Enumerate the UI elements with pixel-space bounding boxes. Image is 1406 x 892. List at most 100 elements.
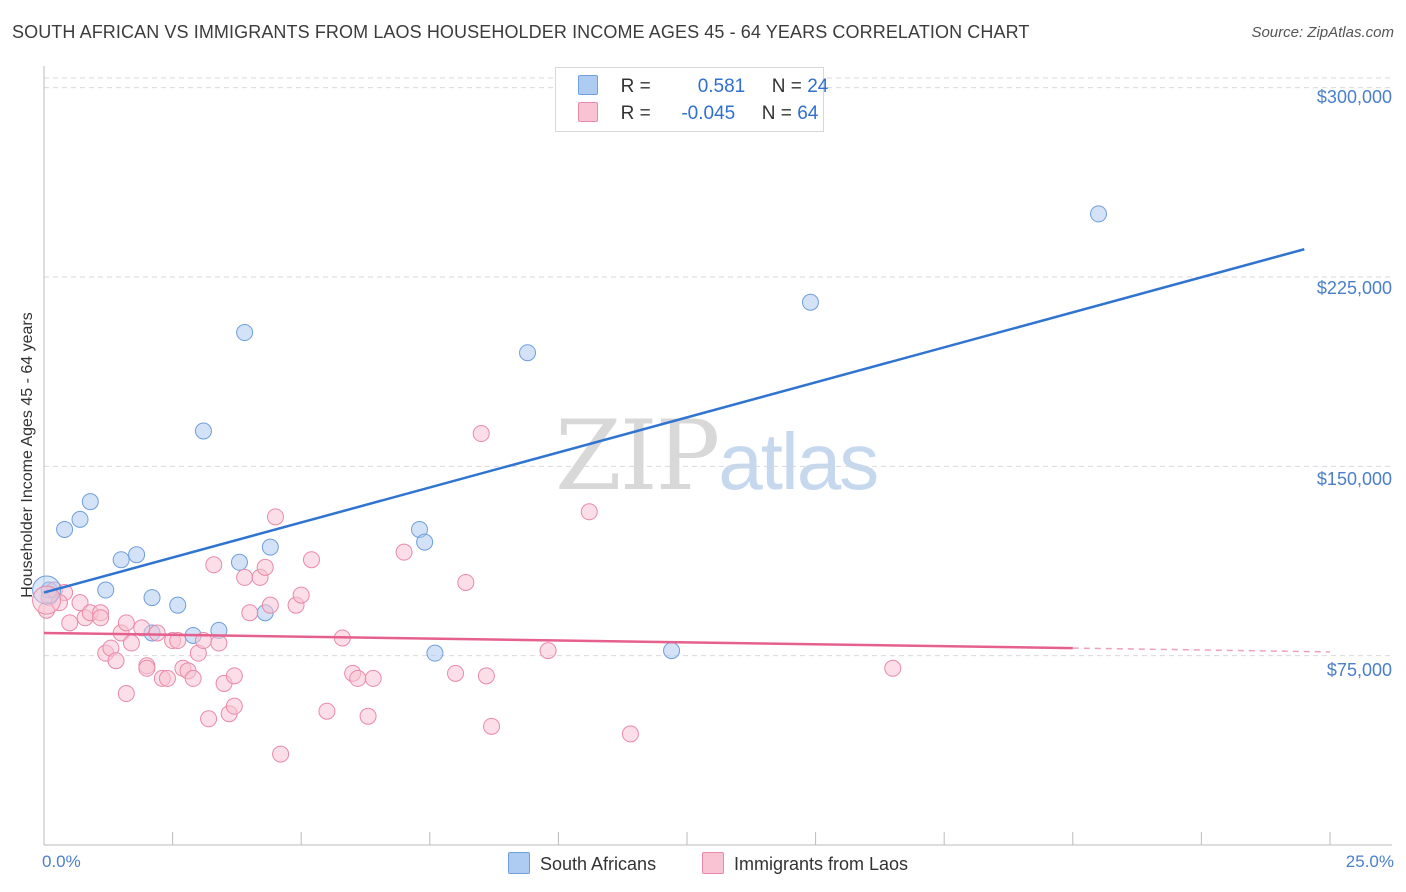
- point-laos: [225, 697, 243, 715]
- point-laos: [884, 659, 902, 677]
- point-laos: [117, 685, 135, 703]
- point-laos: [447, 664, 465, 682]
- point-south-african: [261, 538, 279, 556]
- point-laos: [395, 543, 413, 561]
- trend-line-laos-extension: [1072, 647, 1331, 653]
- point-south-african: [194, 422, 212, 440]
- point-laos: [580, 503, 598, 521]
- point-south-african: [230, 553, 248, 571]
- trend-lines: [43, 248, 1331, 653]
- x-tick-label-max: 25.0%: [1345, 852, 1394, 871]
- point-laos: [318, 702, 336, 720]
- legend-item-laos: Immigrants from Laos: [702, 852, 908, 875]
- point-south-african: [71, 510, 89, 528]
- legend-label: Immigrants from Laos: [734, 854, 909, 874]
- point-laos: [621, 725, 639, 743]
- point-south-african: [663, 642, 681, 660]
- series-legend: South Africans Immigrants from Laos: [0, 852, 1406, 878]
- y-axis-label: Householder Income Ages 45 - 64 years: [19, 312, 36, 598]
- point-laos: [472, 425, 490, 443]
- point-south-african: [32, 575, 62, 605]
- watermark: ZIPatlas: [555, 400, 879, 512]
- point-laos: [61, 614, 79, 632]
- point-laos: [349, 669, 367, 687]
- point-laos: [107, 652, 125, 670]
- point-laos: [71, 594, 89, 612]
- watermark-zip: ZIP: [555, 400, 720, 512]
- grid-lines: [44, 77, 1392, 657]
- trend-line-south-africans: [43, 248, 1305, 594]
- legend-swatch-pink: [578, 102, 598, 122]
- point-south-african: [97, 581, 115, 599]
- legend-r-value: -0.045: [681, 103, 736, 124]
- y-tick-label-75000: $75,000: [1326, 660, 1392, 680]
- axes: [43, 66, 1392, 846]
- point-south-african: [169, 596, 187, 614]
- point-laos: [266, 508, 284, 526]
- point-laos: [241, 604, 259, 622]
- legend-n-label: N =: [761, 103, 792, 124]
- point-south-african: [128, 546, 146, 564]
- point-laos: [477, 667, 495, 685]
- point-south-african: [426, 644, 444, 662]
- point-laos: [210, 634, 228, 652]
- y-tick-label-300000: $300,000: [1316, 87, 1392, 107]
- point-laos: [359, 707, 377, 725]
- point-laos: [38, 601, 56, 619]
- point-south-african: [1090, 205, 1108, 223]
- point-laos: [200, 710, 218, 728]
- point-laos: [539, 642, 557, 660]
- legend-n-value: 24: [807, 76, 829, 97]
- legend-row-laos: R = -0.045 N = 64: [578, 102, 818, 128]
- watermark-atlas: atlas: [718, 417, 879, 506]
- correlation-legend: R = 0.581 N = 24 R = -0.045 N = 64: [555, 67, 828, 132]
- point-laos: [292, 586, 310, 604]
- point-laos: [457, 573, 475, 591]
- legend-r-value: 0.581: [697, 76, 746, 97]
- point-laos: [256, 558, 274, 576]
- point-laos: [138, 659, 156, 677]
- point-laos: [92, 609, 110, 627]
- point-laos: [302, 551, 320, 569]
- chart-title: SOUTH AFRICAN VS IMMIGRANTS FROM LAOS HO…: [12, 22, 1030, 42]
- point-south-african: [416, 533, 434, 551]
- point-south-african: [81, 493, 99, 511]
- legend-r-label: R =: [620, 103, 651, 124]
- legend-r-label: R =: [620, 76, 651, 97]
- legend-item-south-africans: South Africans: [508, 852, 656, 875]
- point-south-african: [236, 324, 254, 342]
- point-laos: [364, 669, 382, 687]
- point-laos: [261, 596, 279, 614]
- point-south-african: [143, 589, 161, 607]
- legend-swatch-blue: [508, 852, 530, 874]
- point-south-african: [56, 520, 74, 538]
- point-laos: [158, 669, 176, 687]
- point-laos: [205, 556, 223, 574]
- point-laos: [32, 585, 62, 615]
- point-south-african: [801, 293, 819, 311]
- point-laos: [225, 667, 243, 685]
- point-laos: [483, 717, 501, 735]
- point-south-african: [112, 551, 130, 569]
- point-laos: [236, 568, 254, 586]
- point-laos: [122, 634, 140, 652]
- point-laos: [169, 632, 187, 650]
- y-tick-label-225000: $225,000: [1316, 278, 1392, 298]
- legend-row-south-africans: R = 0.581 N = 24: [578, 75, 828, 101]
- point-laos: [272, 745, 290, 763]
- point-laos: [184, 669, 202, 687]
- legend-swatch-blue: [578, 75, 598, 95]
- point-south-african: [519, 344, 537, 362]
- point-laos: [133, 619, 151, 637]
- legend-n-label: N =: [771, 76, 802, 97]
- legend-swatch-pink: [702, 852, 724, 874]
- point-laos: [148, 624, 166, 642]
- data-points: [32, 205, 1108, 763]
- legend-label: South Africans: [540, 854, 657, 874]
- legend-n-value: 64: [797, 103, 819, 124]
- y-tick-label-150000: $150,000: [1316, 469, 1392, 489]
- x-tick-label-min: 0.0%: [42, 852, 81, 871]
- trend-line-laos: [43, 631, 1073, 650]
- point-laos: [117, 614, 135, 632]
